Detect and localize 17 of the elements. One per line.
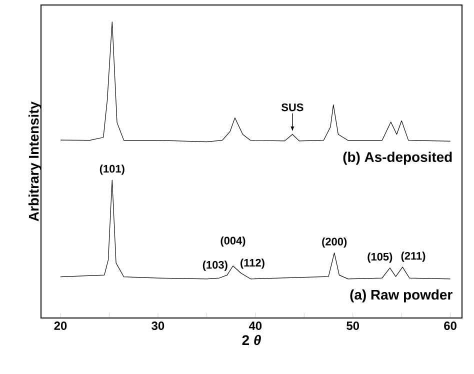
annotation: (004) [220, 236, 246, 247]
x-tick-label: 40 [248, 322, 262, 330]
y-axis-title: Arbitrary Intensity [28, 102, 42, 222]
annotation: (112) [240, 258, 264, 269]
x-tick-label: 50 [346, 322, 360, 330]
x-tick-label: 60 [444, 322, 456, 330]
annotation: (200) [322, 237, 347, 248]
annotation: (211) [401, 252, 426, 262]
annotation: (103) [202, 260, 228, 271]
x-tick-label: 20 [54, 322, 67, 330]
x-axis-title: 2 θ [242, 334, 261, 346]
series-label: (b) As-deposited [343, 152, 452, 165]
annotation: (101) [100, 164, 124, 175]
series-label: (a) Raw powder [350, 289, 452, 302]
x-tick-label: 30 [152, 322, 164, 330]
annotation: (105) [368, 252, 392, 263]
annotation: SUS [281, 103, 304, 112]
